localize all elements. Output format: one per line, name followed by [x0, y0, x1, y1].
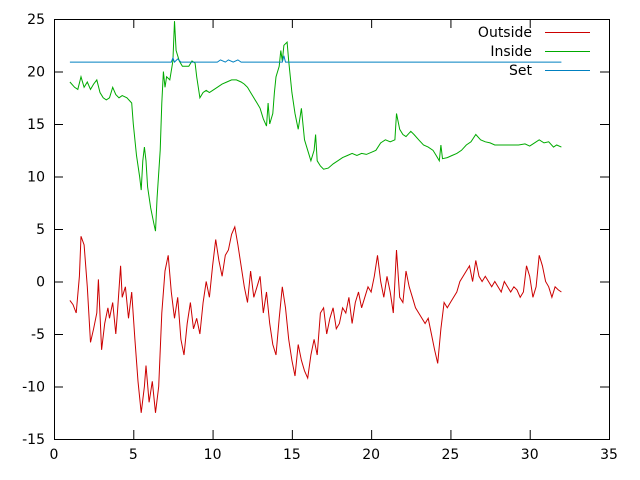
series-line-set — [69, 55, 562, 63]
legend: Outside Inside Set — [478, 25, 590, 79]
x-tick-label: 35 — [600, 447, 618, 463]
legend-label-set: Set — [509, 63, 533, 79]
y-tick-label: -5 — [31, 327, 45, 343]
legend-label-outside: Outside — [478, 25, 532, 41]
x-tick-label: 0 — [50, 447, 59, 463]
y-tick-label: 0 — [36, 275, 45, 291]
x-tick-label: 20 — [362, 447, 380, 463]
series-line-outside — [69, 225, 562, 413]
x-tick-label: 30 — [521, 447, 539, 463]
x-tick-label: 10 — [204, 447, 222, 463]
y-tick-label: 10 — [27, 170, 45, 186]
x-tick-label: 25 — [442, 447, 460, 463]
y-tick-label: 25 — [27, 12, 45, 28]
x-tick-label: 5 — [129, 447, 138, 463]
y-tick-label: -15 — [22, 432, 45, 448]
legend-label-inside: Inside — [490, 44, 532, 60]
axis-ticks: 0 5 10 15 20 25 30 35 -15 -10 -5 0 5 10 15 20 25 — [22, 12, 618, 463]
y-tick-label: -10 — [22, 380, 45, 396]
series-lines — [69, 21, 562, 413]
y-tick-label: 5 — [36, 222, 45, 238]
series-line-inside — [69, 21, 562, 232]
x-tick-label: 15 — [283, 447, 301, 463]
y-tick-label: 15 — [27, 117, 45, 133]
y-tick-label: 20 — [27, 65, 45, 81]
